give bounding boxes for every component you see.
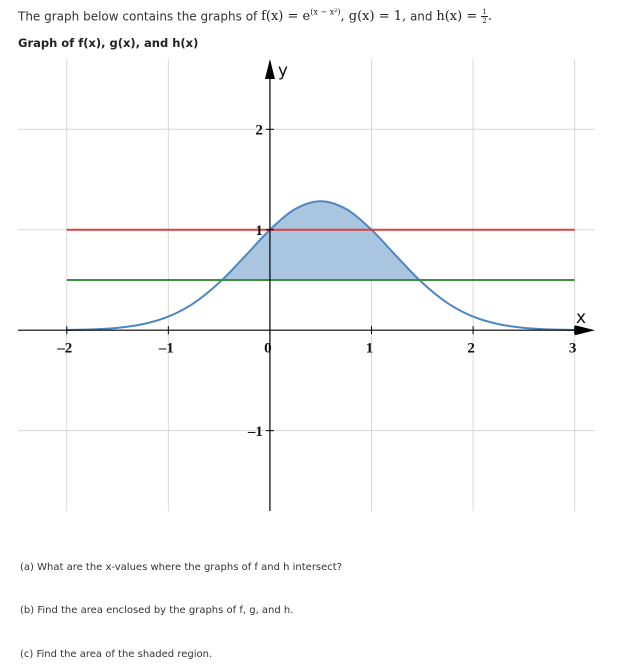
y-tick-label: –1 <box>247 424 263 440</box>
y-arrow <box>264 59 275 79</box>
denominator: 2 <box>482 17 487 26</box>
period: . <box>487 9 492 25</box>
f-exponent: (x − x²) <box>310 8 341 17</box>
curve <box>66 200 575 331</box>
x-tick-label: –1 <box>158 341 174 357</box>
g-definition: , g(x) = 1, <box>340 9 407 25</box>
intro: The graph below contains the graphs of f… <box>18 8 492 25</box>
question: (a) What are the x-values where the grap… <box>20 562 343 573</box>
and-text: and <box>409 9 433 24</box>
x-tick-label: –2 <box>56 341 72 357</box>
y-tick-label: 2 <box>255 123 263 139</box>
shaded-region <box>66 201 575 280</box>
question: (c) Find the area of the shaded region. <box>20 649 213 660</box>
y-tick-label: 1 <box>255 223 263 239</box>
chart-title: Graph of f(x), g(x), and h(x) <box>18 36 199 50</box>
question: (b) Find the area enclosed by the graphs… <box>20 605 294 616</box>
h-definition: h(x) = <box>436 9 478 25</box>
x-tick-label: 1 <box>366 341 374 357</box>
numerator: 1 <box>481 8 488 18</box>
intro-text: The graph below contains the graphs of <box>18 9 258 24</box>
x-tick-label: 3 <box>569 341 577 357</box>
x-axis-label: x <box>576 308 586 328</box>
x-tick-label: 2 <box>467 341 475 357</box>
y-axis-label: y <box>278 61 288 81</box>
x-arrow <box>575 325 595 336</box>
x-tick-label: 0 <box>264 341 272 357</box>
f-definition: f(x) = e <box>261 9 311 25</box>
